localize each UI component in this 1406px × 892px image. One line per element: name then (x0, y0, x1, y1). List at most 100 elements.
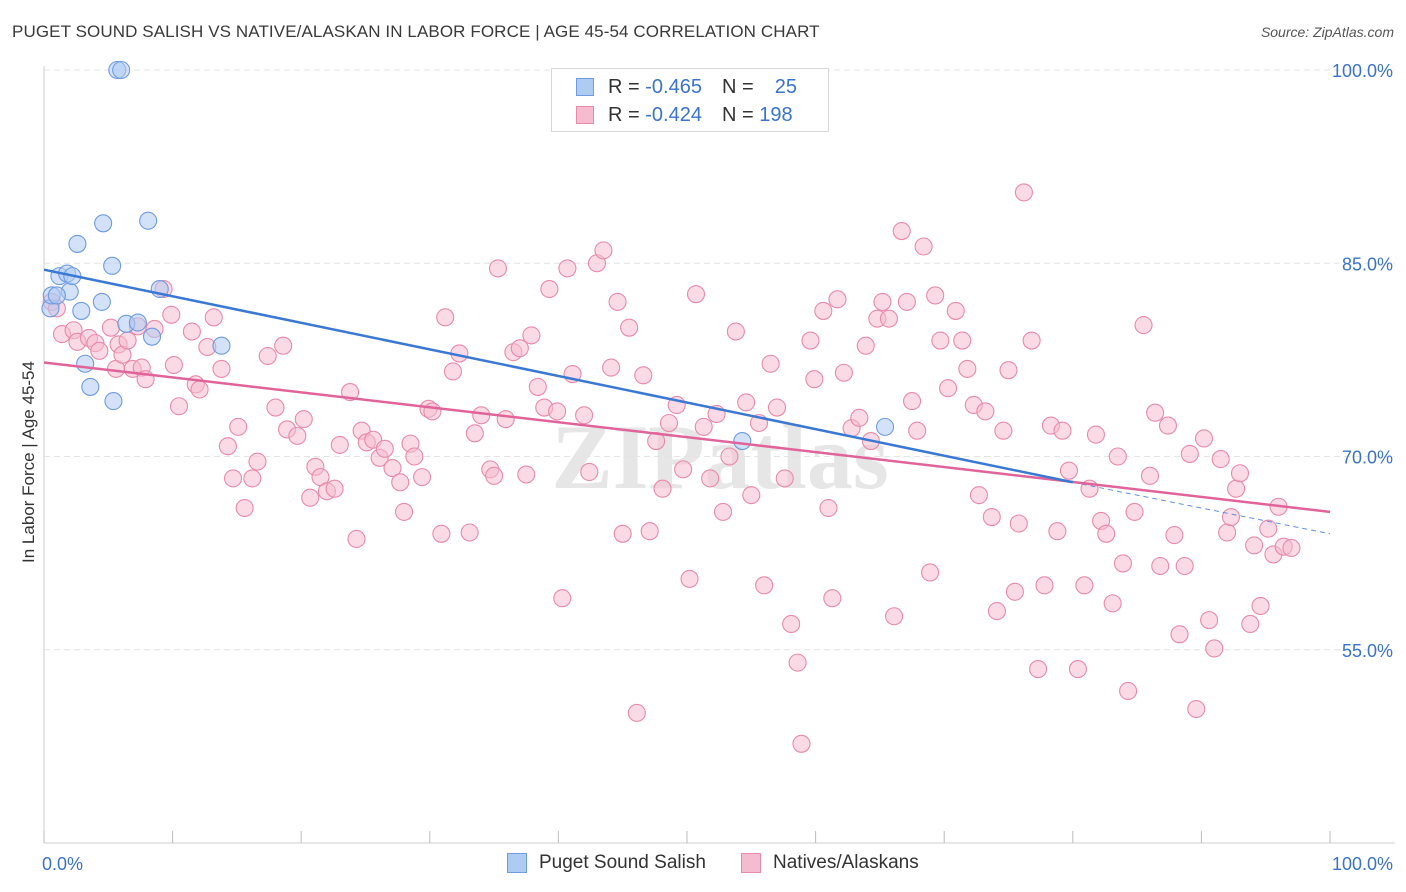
natives-alaskans-point (1218, 523, 1237, 542)
x-tick-label: 0.0% (42, 854, 83, 874)
natives-alaskans-point (528, 377, 547, 396)
natives-alaskans-point (994, 421, 1013, 440)
natives-alaskans-point (1140, 466, 1160, 485)
natives-alaskans-point (235, 498, 254, 518)
natives-alaskans-point (969, 486, 988, 505)
natives-alaskans-point (814, 301, 833, 320)
natives-alaskans-point (914, 237, 933, 256)
natives-alaskans-point (1259, 519, 1278, 538)
puget-sound-salish-point (72, 301, 91, 320)
natives-alaskans-point (1170, 625, 1189, 644)
series-swatch-pink (741, 853, 761, 873)
natives-alaskans-point (436, 308, 455, 327)
natives-alaskans-point (620, 318, 639, 337)
puget-sound-salish-point (128, 313, 147, 332)
legend-n-label: N = (721, 103, 754, 126)
natives-alaskans-point (301, 488, 320, 507)
natives-alaskans-point (1035, 576, 1054, 595)
natives-alaskans-point (908, 421, 927, 440)
series-legend-natives-alaskans[interactable]: Natives/Alaskans (741, 852, 919, 874)
natives-alaskans-point (1059, 461, 1078, 480)
natives-alaskans-point (931, 331, 950, 350)
natives-alaskans-point (460, 523, 479, 542)
natives-alaskans-point (958, 359, 977, 378)
legend-row-natives-alaskans: R = -0.424 N = 198 (576, 103, 793, 127)
natives-alaskans-point (1053, 421, 1072, 440)
legend-swatch-pink (576, 106, 594, 124)
natives-alaskans-point (465, 424, 484, 443)
natives-alaskans-point (1151, 556, 1170, 576)
natives-alaskans-point (782, 614, 801, 634)
natives-alaskans-point (553, 589, 572, 608)
x-tick-label: 100.0% (1332, 854, 1393, 874)
series-swatch-blue (507, 853, 527, 873)
natives-alaskans-point (1187, 699, 1206, 719)
natives-alaskans-point (1251, 596, 1270, 615)
natives-alaskans-point (423, 402, 442, 421)
natives-alaskans-point (686, 285, 706, 304)
natives-alaskans-point (892, 221, 911, 241)
natives-alaskans-point (162, 305, 181, 324)
natives-alaskans-point (1113, 554, 1133, 573)
natives-alaskans-point (902, 392, 922, 411)
natives-alaskans-point (1227, 479, 1246, 498)
natives-alaskans-point (1022, 331, 1041, 350)
trend-lines (43, 268, 1331, 535)
natives-alaskans-point (850, 408, 869, 427)
natives-alaskans-point (288, 426, 307, 445)
natives-alaskans-point (767, 398, 787, 417)
natives-alaskans-point (517, 465, 536, 484)
natives-alaskans-point (472, 406, 491, 425)
y-tick-label: 100.0% (1332, 61, 1393, 81)
natives-alaskans-point (653, 479, 672, 498)
puget-sound-salish-point (81, 377, 100, 396)
natives-alaskans-point (405, 447, 424, 466)
natives-alaskans-point (982, 508, 1001, 527)
series-label: Natives/Alaskans (773, 852, 919, 873)
natives-alaskans-point (819, 498, 838, 518)
natives-alaskans-point (1097, 524, 1116, 543)
natives-alaskans-point (613, 524, 632, 543)
natives-alaskans-point (391, 473, 410, 492)
natives-alaskans-point (1125, 502, 1144, 521)
natives-alaskans-point (594, 241, 613, 260)
natives-alaskans-point (1068, 660, 1087, 679)
natives-alaskans-point (266, 398, 285, 417)
legend-n-value: 198 (759, 103, 793, 126)
natives-alaskans-point (987, 602, 1006, 621)
natives-alaskans-trend (43, 361, 1331, 514)
natives-alaskans-point (761, 354, 780, 373)
correlation-legend: R = -0.465 N = 25 R = -0.424 N = 198 (551, 68, 829, 132)
puget-sound-salish-point (212, 336, 231, 355)
natives-alaskans-point (488, 259, 508, 278)
natives-alaskans-point (443, 362, 462, 381)
natives-alaskans-point (347, 529, 366, 549)
puget-sound-salish-point (139, 211, 158, 230)
natives-alaskans-point (1180, 444, 1199, 463)
puget-sound-salish-point (68, 234, 87, 253)
natives-alaskans-point (713, 502, 733, 521)
natives-alaskans-point (325, 479, 344, 498)
natives-alaskans-point (274, 336, 293, 355)
natives-alaskans-point (375, 439, 394, 458)
natives-alaskans-point (792, 734, 811, 753)
natives-alaskans-point (1165, 526, 1184, 545)
natives-alaskans-point (737, 393, 756, 412)
natives-alaskans-point (548, 402, 567, 421)
natives-alaskans-point (834, 363, 853, 382)
natives-alaskans-point (1014, 183, 1033, 202)
natives-alaskans-point (485, 466, 504, 485)
legend-n-label: N = (721, 75, 754, 98)
series-legend-puget-sound-salish[interactable]: Puget Sound Salish (507, 852, 706, 874)
natives-alaskans-point (801, 331, 820, 350)
natives-alaskans-point (1230, 464, 1250, 483)
natives-alaskans-point (558, 259, 577, 278)
legend-r-value: -0.424 (645, 103, 702, 126)
natives-alaskans-point (805, 370, 824, 389)
natives-alaskans-point (720, 447, 739, 466)
natives-alaskans-point (755, 576, 774, 595)
puget-sound-salish-point (733, 431, 752, 451)
natives-alaskans-point (602, 358, 621, 377)
natives-alaskans-point (218, 437, 237, 456)
